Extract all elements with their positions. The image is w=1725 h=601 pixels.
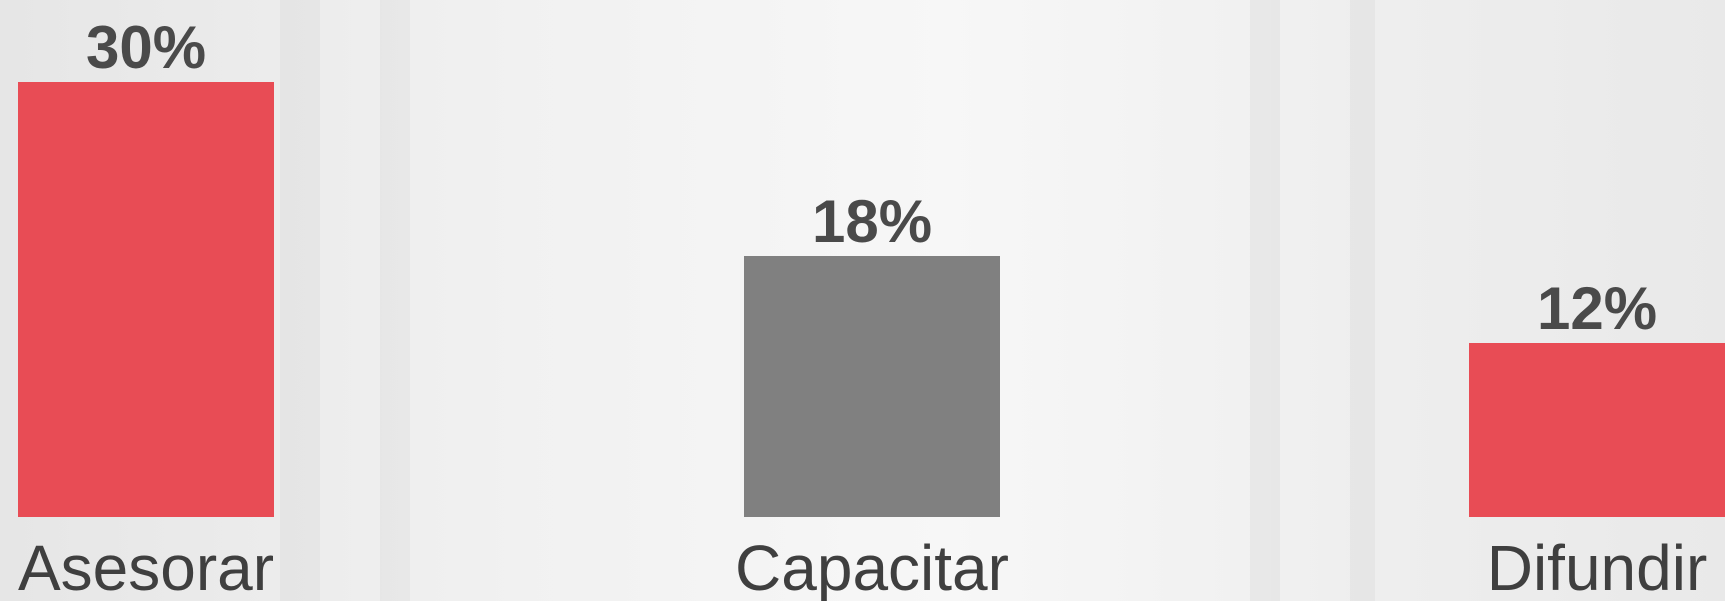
category-label: Difundir <box>1487 532 1708 601</box>
bar <box>744 256 1000 517</box>
category-label: Capacitar <box>735 532 1009 601</box>
value-label: 30% <box>86 14 206 81</box>
category-label: Asesorar <box>18 532 274 601</box>
background-shelves <box>280 0 1375 601</box>
value-label: 18% <box>812 188 932 255</box>
bar <box>1469 343 1725 517</box>
value-label: 12% <box>1537 275 1657 342</box>
bar <box>18 82 274 517</box>
